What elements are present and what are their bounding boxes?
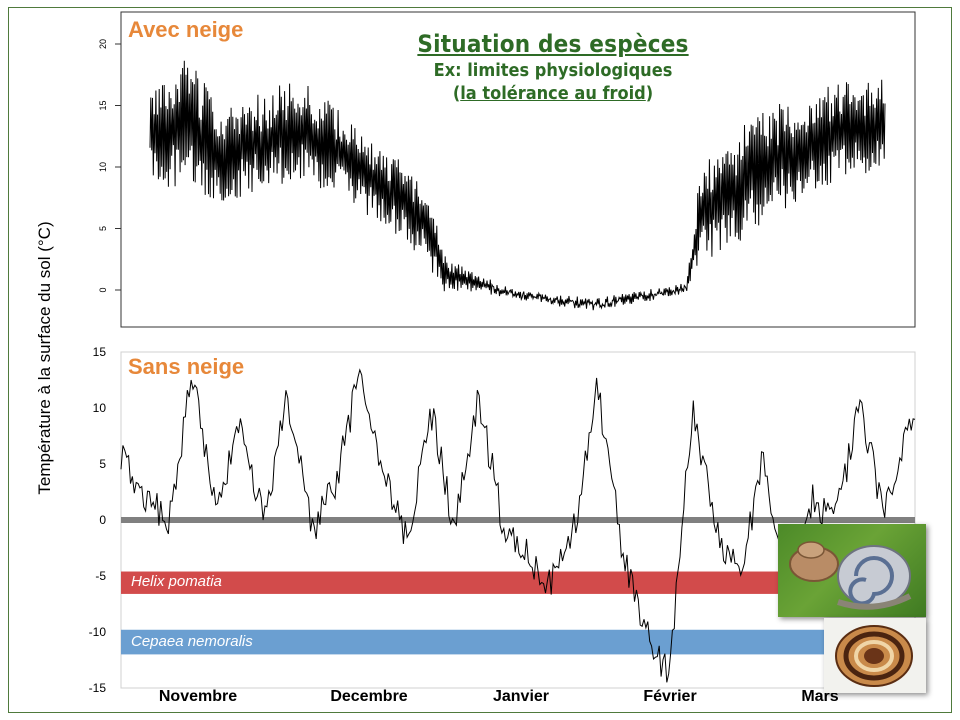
snail-helix-illustration	[789, 541, 912, 610]
snail-cepaea-illustration	[835, 625, 913, 687]
snail-photo-cepaea	[824, 618, 926, 693]
month-label-decembre: Decembre	[330, 688, 408, 705]
species-band-cepaea-nemoralis	[121, 629, 915, 655]
bottom-y-tick-label: 15	[93, 345, 107, 359]
title-block: Situation des espèces Ex: limites physio…	[400, 30, 706, 104]
month-label-janvier: Janvier	[492, 688, 550, 705]
top-panel-heading: Avec neige	[128, 17, 244, 42]
slide-subtitle-1: Ex: limites physiologiques	[433, 60, 673, 81]
bottom-y-tick-label: -5	[95, 569, 106, 583]
top-y-tick-label: 20	[98, 39, 108, 49]
slide-subtitle-2: (la tolérance au froid)	[400, 83, 706, 104]
bottom-y-tick-label: -10	[89, 625, 107, 639]
bottom-chart: -15 -10 -5 0 5 10 15	[89, 345, 916, 695]
snail-photo-helix	[778, 524, 926, 617]
species-band-helix-pomatia	[121, 571, 915, 594]
top-y-tick-label: 5	[98, 226, 108, 231]
top-temperature-series	[149, 60, 886, 311]
top-y-tick-label: 15	[98, 100, 108, 110]
subtitle-underlined: la tolérance au froid	[460, 83, 646, 104]
bottom-y-tick-label: 0	[99, 513, 106, 527]
top-y-tick-label: 0	[98, 287, 108, 292]
subtitle-close-paren: )	[645, 83, 654, 104]
band-label-cepaea: Cepaea nemoralis	[131, 633, 253, 650]
bottom-y-tick-label: 10	[93, 401, 107, 415]
subtitle-open-paren: (	[452, 83, 461, 104]
top-chart: 0 5 10 15 20	[98, 11, 916, 328]
month-label-fevrier: Février	[643, 688, 697, 705]
y-axis-label: Température à la surface du sol (°C)	[35, 221, 54, 495]
bottom-y-tick-label: -15	[89, 681, 107, 695]
month-label-novembre: Novembre	[158, 688, 238, 705]
top-y-tick-label: 10	[98, 162, 108, 172]
bottom-y-tick-label: 5	[99, 457, 106, 471]
slide-frame	[8, 7, 952, 713]
band-label-helix: Helix pomatia	[131, 573, 222, 590]
slide-title: Situation des espèces	[417, 30, 689, 58]
top-plot-frame	[120, 11, 916, 328]
bottom-panel-heading: Sans neige	[128, 354, 245, 379]
